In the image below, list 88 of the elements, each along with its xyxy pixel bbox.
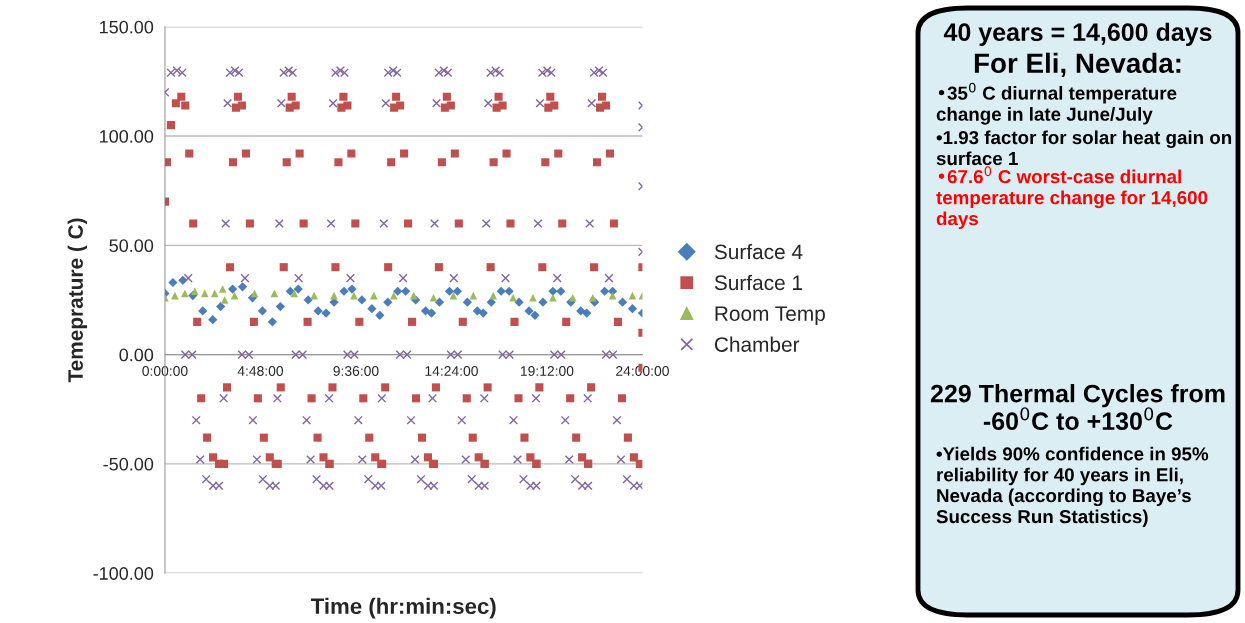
- point: [568, 293, 577, 302]
- point: [293, 284, 303, 294]
- point: [582, 308, 592, 318]
- point: [218, 285, 227, 293]
- point: [303, 295, 313, 305]
- point: [198, 306, 208, 316]
- point: [429, 293, 438, 302]
- point: [257, 306, 268, 316]
- point: [576, 306, 586, 316]
- point: [524, 306, 534, 316]
- point: [191, 287, 199, 296]
- point: [357, 295, 367, 305]
- x-tick-label: 0:00:00: [142, 366, 188, 376]
- point: [600, 286, 610, 296]
- legend-label: Room Temp: [715, 306, 825, 326]
- point: [367, 304, 377, 314]
- x-tick-label: 24:00:00: [616, 366, 669, 376]
- point: [347, 284, 357, 294]
- point: [208, 315, 218, 325]
- point: [270, 289, 279, 298]
- point: [509, 293, 517, 302]
- point: [504, 286, 514, 296]
- text: For Eli, Nevada:: [974, 52, 1181, 78]
- y-tick-label: 50.00: [109, 239, 154, 253]
- point: [228, 284, 238, 294]
- point: [469, 291, 478, 300]
- y-tick-label: 150.00: [100, 20, 154, 34]
- point: [472, 306, 482, 316]
- legend-label: Chamber: [714, 336, 800, 352]
- point: [514, 297, 524, 307]
- point: [370, 291, 378, 300]
- point: [548, 286, 558, 296]
- point: [420, 306, 431, 316]
- point: [393, 286, 403, 296]
- x-axis-title: Time (hr:min:sec): [310, 597, 496, 619]
- point: [290, 289, 299, 298]
- point: [321, 308, 331, 318]
- point: [452, 286, 463, 296]
- point: [200, 289, 209, 298]
- point: [556, 286, 566, 296]
- x-tick-label: 14:24:00: [425, 366, 478, 376]
- point: [285, 286, 295, 296]
- text: 229 Thermal Cycles from -60$^{0}$C to +130$^{0}$C: [930, 384, 1225, 431]
- y-tick-label: -50.00: [103, 457, 154, 471]
- legend-label: Surface 1: [714, 274, 803, 291]
- y-axis-title: Temeprature ( C): [67, 218, 88, 383]
- point: [538, 297, 548, 307]
- point: [486, 297, 496, 307]
- point: [310, 291, 318, 300]
- point: [210, 289, 219, 298]
- x-tick-label: 9:36:00: [333, 366, 379, 376]
- y-tick-label: 100.00: [100, 130, 154, 143]
- x-tick-label: 19:12:00: [520, 366, 574, 376]
- point: [529, 293, 537, 302]
- point: [389, 291, 398, 300]
- point: [627, 304, 638, 314]
- point: [426, 308, 437, 318]
- point: [478, 308, 488, 318]
- point: [220, 296, 229, 304]
- point: [237, 282, 248, 292]
- point: [401, 286, 411, 296]
- x-tick-label: 4:48:00: [237, 366, 284, 376]
- point: [383, 297, 393, 307]
- point: [588, 293, 597, 302]
- text: •35$^{0}$ C diurnal temperature change in late June/July: [936, 82, 1177, 125]
- point: [275, 301, 285, 312]
- point: [267, 317, 277, 327]
- point: [489, 291, 498, 300]
- point: [339, 286, 349, 296]
- point: [216, 301, 226, 312]
- point: [549, 293, 557, 302]
- y-tick-label: -100.00: [93, 567, 154, 580]
- point: [617, 297, 628, 307]
- point: [181, 289, 189, 298]
- point: [168, 277, 178, 288]
- legend-label: Surface 4: [714, 243, 803, 260]
- point: [313, 306, 323, 316]
- text: •67.6$^{0}$ C worst-case diurnal temperature change for 14,600 days: [936, 166, 1208, 229]
- text: •Yields 90% confidence in 95% reliability for 40 years in Eli, Nevada (according to Baye’s Success Run Statistics): [936, 446, 1209, 527]
- y-tick-label: 0.00: [119, 348, 154, 362]
- point: [496, 286, 506, 296]
- text: 40 years = 14,600 days: [943, 22, 1212, 46]
- point: [375, 310, 385, 320]
- point: [462, 297, 472, 307]
- point: [530, 310, 540, 320]
- point: [434, 297, 445, 307]
- point: [444, 286, 455, 296]
- text: •1.93 factor for solar heat gain on surface 1: [936, 130, 1232, 166]
